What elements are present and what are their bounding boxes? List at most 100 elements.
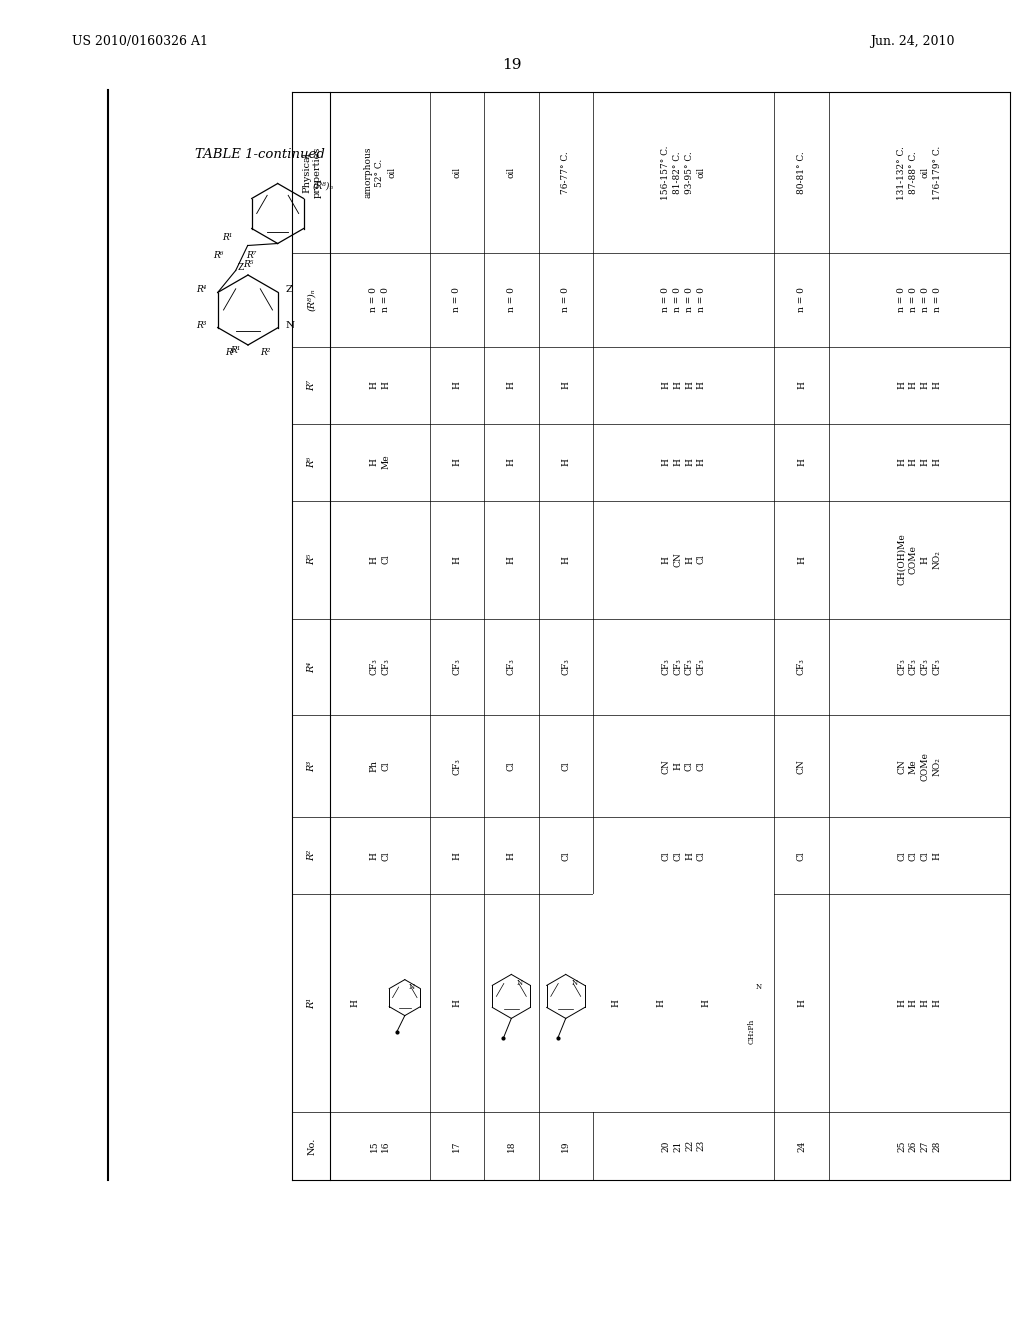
Text: n = 0: n = 0: [797, 288, 806, 313]
Text: R⁵: R⁵: [243, 260, 253, 269]
Text: R²: R²: [260, 348, 270, 356]
Text: R⁴: R⁴: [307, 661, 316, 673]
Bar: [593, 895, 774, 1111]
Text: CH₂Ph: CH₂Ph: [748, 1018, 756, 1044]
Text: CN: CN: [797, 759, 806, 774]
Text: R⁷: R⁷: [307, 379, 316, 391]
Text: H: H: [453, 458, 462, 466]
Text: n = 0
n = 0
n = 0
n = 0: n = 0 n = 0 n = 0 n = 0: [897, 288, 941, 313]
Text: CN
H
Cl
Cl: CN H Cl Cl: [662, 759, 706, 774]
Text: N: N: [409, 982, 415, 990]
Text: H: H: [507, 381, 516, 389]
Text: H: H: [797, 381, 806, 389]
Text: H: H: [797, 999, 806, 1007]
Text: H
H: H H: [370, 381, 390, 389]
Text: Cl: Cl: [561, 762, 570, 771]
Text: (R⁸)ₙ: (R⁸)ₙ: [312, 181, 334, 190]
Text: H
H
H
H: H H H H: [662, 458, 706, 466]
Text: 24: 24: [797, 1140, 806, 1151]
Text: H
CN
H
Cl: H CN H Cl: [662, 552, 706, 568]
Text: Cl: Cl: [561, 851, 570, 861]
Text: H: H: [453, 999, 462, 1007]
Text: H
Cl: H Cl: [370, 554, 390, 565]
Text: CF₃: CF₃: [507, 659, 516, 676]
Text: R¹: R¹: [307, 998, 316, 1008]
Text: CF₃: CF₃: [797, 659, 806, 676]
Text: Ph
Cl: Ph Cl: [370, 760, 390, 772]
Text: CF₃: CF₃: [561, 659, 570, 676]
Text: n = 0
n = 0
n = 0
n = 0: n = 0 n = 0 n = 0 n = 0: [662, 288, 706, 313]
Text: Cl: Cl: [507, 762, 516, 771]
Text: H: H: [453, 556, 462, 564]
Text: N: N: [756, 982, 762, 990]
Text: 156-157° C.
81-82° C.
93-95° C.
oil: 156-157° C. 81-82° C. 93-95° C. oil: [662, 145, 706, 201]
Text: Physical
properties: Physical properties: [302, 147, 322, 198]
Text: R⁶: R⁶: [213, 252, 223, 260]
Text: n = 0: n = 0: [507, 288, 516, 313]
Text: 25
26
27
28: 25 26 27 28: [897, 1140, 941, 1151]
Text: H: H: [656, 999, 666, 1007]
Text: Cl: Cl: [797, 851, 806, 861]
Text: H
H
H
H: H H H H: [662, 999, 706, 1007]
Text: R²: R²: [307, 850, 316, 862]
Text: H: H: [561, 381, 570, 389]
Text: H
H
H
H: H H H H: [897, 381, 941, 389]
Text: CF₃
CF₃
CF₃
CF₃: CF₃ CF₃ CF₃ CF₃: [662, 659, 706, 676]
Text: Jun. 24, 2010: Jun. 24, 2010: [870, 36, 954, 48]
Text: No.: No.: [307, 1137, 316, 1155]
Text: H: H: [507, 556, 516, 564]
Text: R⁶: R⁶: [307, 457, 316, 467]
Text: oil: oil: [507, 168, 516, 178]
Text: R²: R²: [225, 348, 236, 356]
Text: H: H: [561, 556, 570, 564]
Text: H: H: [507, 851, 516, 859]
Text: CF₃: CF₃: [453, 758, 462, 775]
Text: 19: 19: [561, 1140, 570, 1151]
Text: H: H: [453, 851, 462, 859]
Text: R³: R³: [197, 321, 207, 330]
Text: H
Me: H Me: [370, 455, 390, 470]
Text: CF₃: CF₃: [453, 659, 462, 676]
Text: CH(OH)Me
COMe
H
NO₂: CH(OH)Me COMe H NO₂: [897, 533, 941, 586]
Text: 17: 17: [453, 1140, 462, 1151]
Text: oil: oil: [453, 168, 462, 178]
Text: n = 0: n = 0: [561, 288, 570, 313]
Text: H
H
H
H: H H H H: [897, 458, 941, 466]
Text: N: N: [571, 979, 578, 987]
Text: 20
21
22
23: 20 21 22 23: [662, 1140, 706, 1151]
Text: 15
16: 15 16: [370, 1140, 390, 1151]
Text: H: H: [561, 458, 570, 466]
Text: H
H
H
H: H H H H: [897, 999, 941, 1007]
Text: R⁴: R⁴: [197, 285, 207, 294]
Text: R⁷: R⁷: [246, 252, 256, 260]
Text: CF₃
CF₃: CF₃ CF₃: [370, 659, 390, 676]
Text: H: H: [797, 458, 806, 466]
Text: n = 0
n = 0: n = 0 n = 0: [370, 288, 390, 313]
Text: Cl
Cl
Cl
H: Cl Cl Cl H: [897, 851, 941, 861]
Text: H: H: [611, 999, 621, 1007]
Text: H: H: [350, 999, 359, 1007]
Text: Z: Z: [238, 264, 244, 272]
Text: 80-81° C.: 80-81° C.: [797, 152, 806, 194]
Text: 18: 18: [507, 1140, 516, 1151]
Text: TABLE 1-continued: TABLE 1-continued: [195, 149, 325, 161]
Text: H: H: [453, 381, 462, 389]
Text: H: H: [507, 458, 516, 466]
Text: CF₃
CF₃
CF₃
CF₃: CF₃ CF₃ CF₃ CF₃: [897, 659, 941, 676]
Text: 76-77° C.: 76-77° C.: [561, 152, 570, 194]
Text: (R⁸)ₙ: (R⁸)ₙ: [307, 289, 316, 312]
Text: Z: Z: [286, 285, 293, 294]
Text: H
Cl: H Cl: [370, 851, 390, 861]
Text: 131-132° C.
87-88° C.
oil
176-179° C.: 131-132° C. 87-88° C. oil 176-179° C.: [897, 145, 941, 199]
Text: R³: R³: [307, 760, 316, 772]
Text: N: N: [517, 979, 523, 987]
Text: US 2010/0160326 A1: US 2010/0160326 A1: [72, 36, 208, 48]
Text: H: H: [797, 556, 806, 564]
Text: N: N: [286, 321, 295, 330]
Text: CN
Me
COMe
NO₂: CN Me COMe NO₂: [897, 752, 941, 781]
Text: R⁵: R⁵: [307, 554, 316, 565]
Text: amorphous
52° C.
oil: amorphous 52° C. oil: [364, 147, 396, 198]
Text: R¹: R¹: [230, 346, 241, 355]
Text: R¹: R¹: [222, 234, 232, 243]
Text: 19: 19: [502, 58, 522, 73]
